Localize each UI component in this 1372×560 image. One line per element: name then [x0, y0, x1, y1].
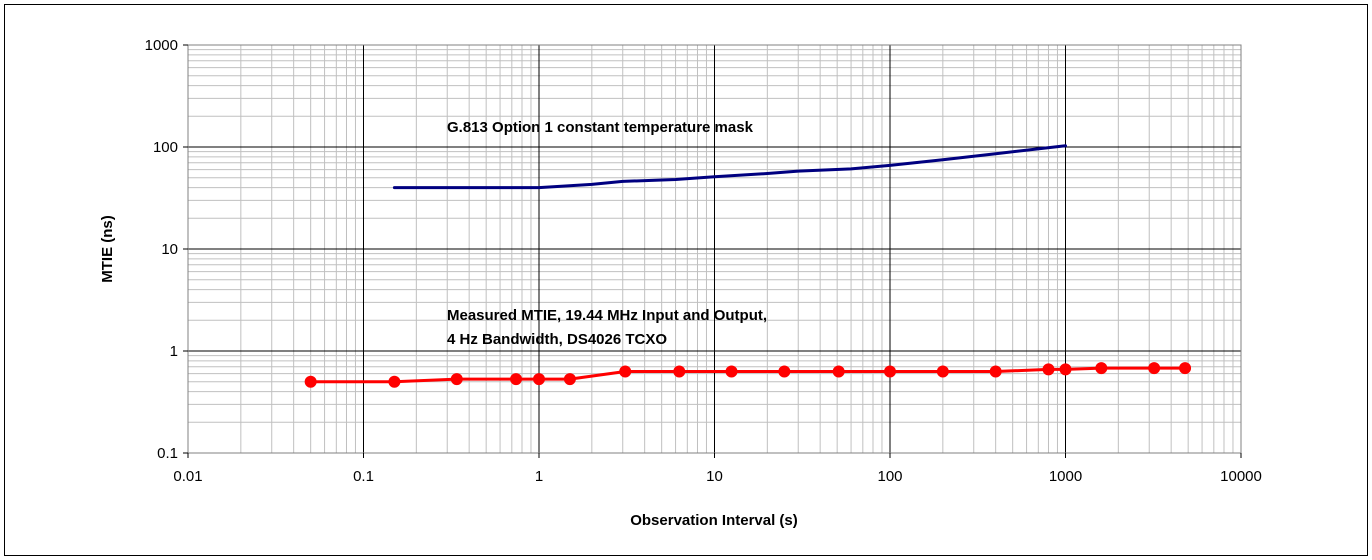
- measured-annotation-line-2: 4 Hz Bandwidth, DS4026 TCXO: [447, 331, 667, 348]
- series-1-point: [533, 373, 545, 386]
- mask-annotation: G.813 Option 1 constant temperature mask: [447, 119, 754, 136]
- series-1-point: [563, 373, 576, 386]
- series-1-point: [619, 365, 632, 378]
- series-1-point: [1148, 362, 1161, 375]
- x-tick-label: 1: [535, 468, 543, 485]
- series-1-point: [989, 365, 1002, 378]
- series-1-point: [1042, 363, 1055, 376]
- y-tick-label: 0.1: [157, 445, 178, 462]
- measured-annotation-line-1: Measured MTIE, 19.44 MHz Input and Outpu…: [447, 307, 767, 324]
- series-1-point: [1059, 363, 1072, 376]
- series-1-point: [673, 365, 686, 378]
- x-axis-label: Observation Interval (s): [630, 512, 798, 529]
- series-layer: [304, 144, 1192, 388]
- x-tick-label: 0.1: [353, 468, 374, 485]
- series-1-point: [778, 365, 791, 378]
- series-1-point: [725, 365, 738, 378]
- x-tick-label: 100: [877, 468, 902, 485]
- series-1-point: [832, 365, 845, 378]
- series-1-point: [388, 375, 401, 388]
- x-axis-ticks: 0.01 0.1 1 10 100 1000 10000: [173, 453, 1262, 485]
- series-0-line: [392, 144, 1067, 190]
- series-1-point: [1095, 362, 1108, 375]
- series-1-point: [450, 373, 463, 386]
- x-tick-label: 0.01: [173, 468, 202, 485]
- y-axis-ticks: 0.1 1 10 100 1000: [145, 37, 188, 462]
- series-1-point: [884, 365, 896, 378]
- series-1-point: [1179, 362, 1192, 375]
- y-tick-label: 100: [153, 139, 178, 156]
- y-tick-label: 1000: [145, 37, 178, 54]
- x-tick-label: 1000: [1049, 468, 1082, 485]
- y-axis-label: MTIE (ns): [99, 215, 116, 283]
- x-tick-label: 10: [706, 468, 723, 485]
- y-tick-label: 1: [170, 343, 178, 360]
- y-tick-label: 10: [161, 241, 178, 258]
- x-tick-label: 10000: [1220, 468, 1262, 485]
- series-1-point: [936, 365, 949, 378]
- series-1-point: [510, 373, 523, 386]
- series-1-point: [304, 375, 317, 388]
